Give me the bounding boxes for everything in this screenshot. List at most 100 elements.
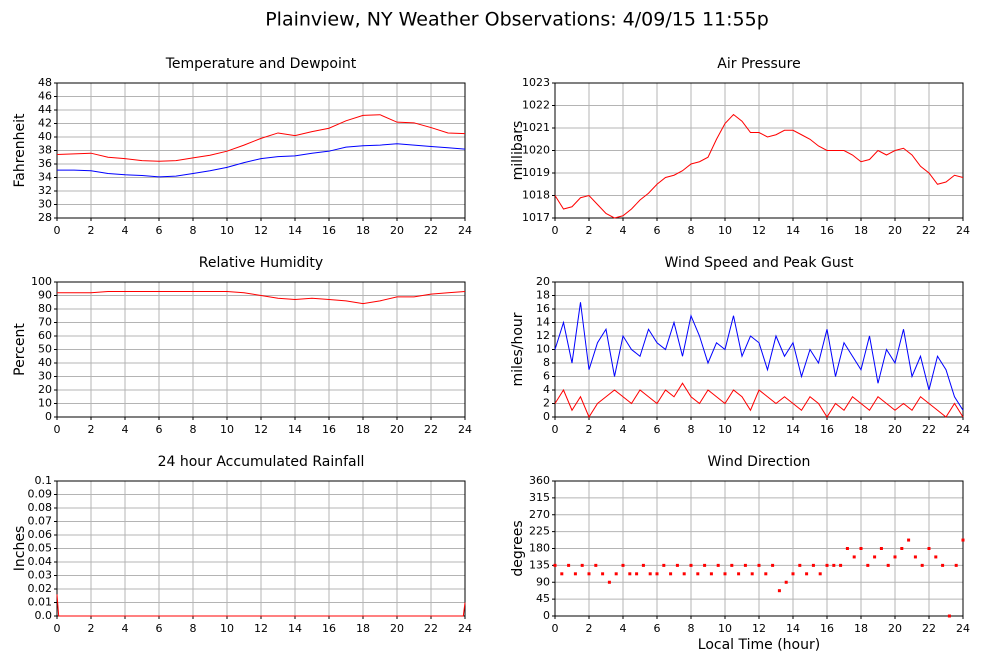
data-point: [879, 547, 883, 550]
data-point: [743, 563, 747, 567]
x-tick-label: 12: [752, 622, 766, 635]
x-tick-label: 12: [254, 622, 268, 635]
chart-title: 24 hour Accumulated Rainfall: [158, 454, 365, 470]
data-point: [621, 563, 625, 567]
data-point: [567, 563, 571, 567]
y-tick-label: 1021: [522, 121, 550, 134]
data-point: [614, 572, 618, 576]
y-tick-label: 32: [38, 184, 52, 197]
x-tick-label: 4: [620, 224, 627, 237]
y-tick-label: 0.02: [28, 582, 53, 595]
data-point: [839, 563, 843, 567]
x-tick-label: 18: [356, 622, 370, 635]
y-tick-label: 45: [536, 592, 550, 605]
x-tick-label: 6: [156, 224, 163, 237]
y-tick-label: 14: [536, 316, 550, 329]
x-tick-label: 24: [956, 622, 970, 635]
plot-frame: [56, 82, 466, 219]
y-axis-label: millibars: [510, 121, 526, 181]
y-tick-label: 315: [529, 491, 550, 504]
plot-frame: [554, 82, 964, 219]
data-point: [628, 572, 632, 576]
data-point: [607, 580, 611, 584]
y-tick-label: 18: [536, 289, 550, 302]
x-tick-label: 16: [322, 224, 336, 237]
data-point: [907, 538, 911, 542]
x-tick-label: 14: [786, 423, 800, 436]
x-tick-label: 20: [390, 224, 404, 237]
x-tick-label: 16: [820, 224, 834, 237]
data-point: [689, 563, 693, 567]
data-point: [913, 555, 917, 559]
data-line: [554, 302, 964, 411]
y-tick-label: 40: [38, 130, 52, 143]
y-tick-label: 180: [529, 542, 550, 555]
x-tick-label: 0: [552, 423, 559, 436]
data-point: [723, 572, 727, 576]
data-point: [696, 572, 700, 576]
x-tick-label: 4: [620, 423, 627, 436]
y-tick-label: 1019: [522, 166, 550, 179]
data-point: [805, 572, 809, 576]
y-tick-label: 0.1: [35, 474, 53, 487]
x-tick-label: 16: [322, 622, 336, 635]
data-point: [709, 572, 713, 576]
x-tick-label: 6: [654, 423, 661, 436]
chart-title: Wind Direction: [708, 454, 811, 470]
x-tick-label: 8: [688, 622, 695, 635]
y-tick-label: 44: [38, 103, 52, 116]
data-point: [934, 555, 938, 559]
data-point: [832, 563, 836, 567]
y-tick-label: 270: [529, 508, 550, 521]
data-point: [580, 563, 584, 567]
data-point: [757, 563, 761, 567]
y-tick-label: 42: [38, 117, 52, 130]
data-line: [554, 113, 964, 219]
x-tick-label: 12: [254, 423, 268, 436]
x-tick-label: 10: [220, 224, 234, 237]
x-tick-label: 24: [956, 224, 970, 237]
y-tick-label: 28: [38, 211, 52, 224]
y-tick-label: 360: [529, 474, 550, 487]
data-point: [886, 563, 890, 567]
x-tick-label: 14: [786, 224, 800, 237]
y-tick-label: 50: [38, 343, 52, 356]
y-tick-label: 46: [38, 90, 52, 103]
y-tick-label: 60: [38, 329, 52, 342]
x-tick-label: 14: [288, 622, 302, 635]
x-tick-label: 14: [288, 224, 302, 237]
x-tick-label: 10: [220, 423, 234, 436]
data-point: [873, 555, 877, 559]
data-point: [662, 563, 666, 567]
data-point: [682, 572, 686, 576]
y-tick-label: 0.08: [28, 501, 53, 514]
data-point: [635, 572, 639, 576]
y-tick-label: 90: [38, 289, 52, 302]
y-tick-label: 0.07: [28, 515, 53, 528]
data-point: [784, 580, 788, 584]
y-axis-label: Percent: [12, 323, 28, 376]
x-tick-label: 6: [156, 622, 163, 635]
x-tick-label: 0: [54, 423, 61, 436]
x-tick-label: 10: [220, 622, 234, 635]
chart-title: Air Pressure: [717, 56, 800, 72]
data-point: [947, 614, 951, 618]
x-tick-label: 0: [552, 224, 559, 237]
y-tick-label: 34: [38, 171, 52, 184]
y-tick-label: 40: [38, 356, 52, 369]
chart-title: Relative Humidity: [199, 255, 323, 271]
x-tick-label: 8: [688, 423, 695, 436]
data-point: [791, 572, 795, 576]
x-tick-label: 10: [718, 423, 732, 436]
x-tick-label: 14: [786, 622, 800, 635]
y-tick-label: 1023: [522, 76, 550, 89]
data-point: [594, 563, 598, 567]
data-point: [655, 572, 659, 576]
y-tick-label: 70: [38, 316, 52, 329]
data-point: [900, 547, 904, 550]
x-tick-label: 18: [356, 423, 370, 436]
data-point: [798, 563, 802, 567]
plot-frame: [554, 480, 964, 617]
